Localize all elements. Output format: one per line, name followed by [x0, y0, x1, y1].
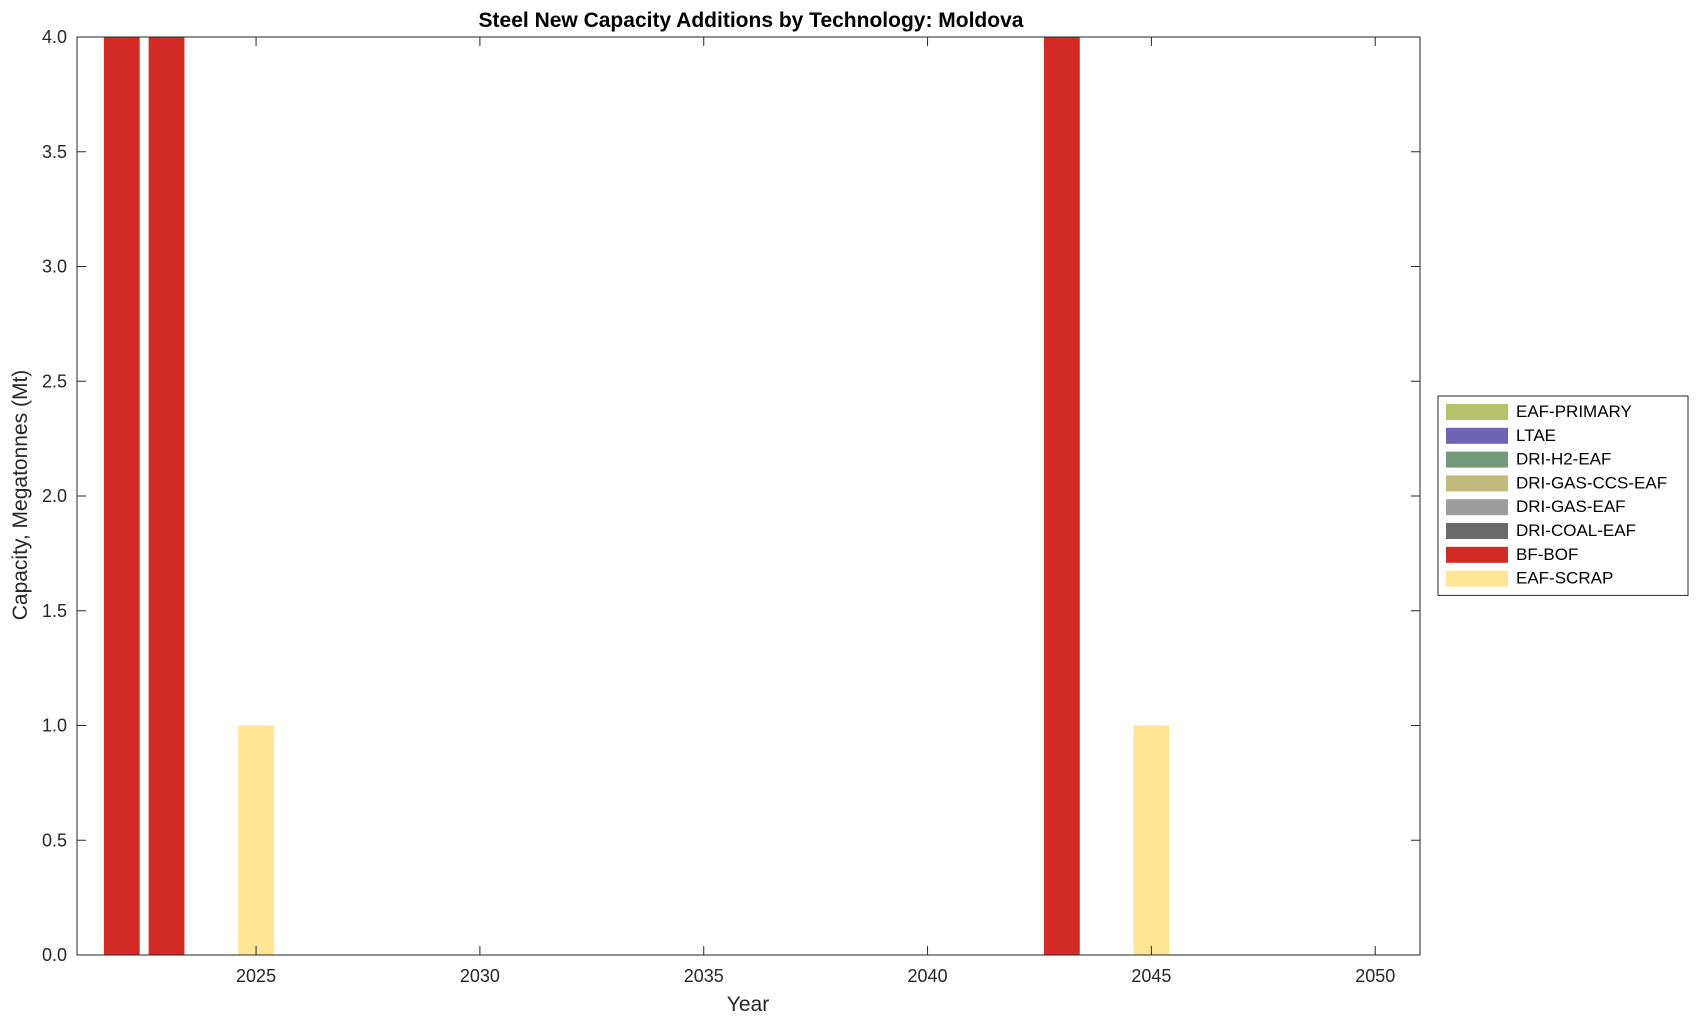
y-axis-label: Capacity, Megatonnes (Mt) [9, 370, 32, 621]
bar-eaf-scrap-2025 [238, 725, 274, 955]
legend-label: DRI-GAS-EAF [1516, 497, 1626, 516]
legend-label: LTAE [1516, 426, 1556, 445]
legend-swatch [1446, 427, 1508, 444]
y-tick-label: 3.0 [42, 257, 67, 277]
plot-area [76, 36, 1421, 956]
y-tick-label: 1.0 [42, 716, 67, 736]
x-tick-label: 2035 [684, 966, 724, 986]
axis-ticks: 2025 2030 2035 2040 2045 2050 0.0 0.5 1.0 1.5 2.0 2… [42, 27, 1420, 986]
x-axis-label: Year [727, 993, 769, 1016]
x-tick-label: 2040 [908, 966, 948, 986]
legend-label: DRI-COAL-EAF [1516, 521, 1636, 540]
y-tick-label: 4.0 [42, 27, 67, 47]
y-tick-label: 0.5 [42, 830, 67, 850]
bar-eaf-scrap-2045 [1133, 725, 1170, 955]
y-tick-label: 2.5 [42, 371, 67, 391]
bar-bf-bof-2023 [148, 37, 185, 955]
bar-bf-bof-2043 [1043, 37, 1080, 955]
bar-bf-bof-2022 [103, 37, 140, 955]
legend-label: DRI-GAS-CCS-EAF [1516, 473, 1667, 492]
x-tick-label: 2050 [1355, 966, 1395, 986]
bars-layer [103, 37, 1170, 955]
legend-swatch [1446, 546, 1508, 563]
legend-swatch [1446, 475, 1508, 492]
legend-swatch [1446, 404, 1508, 420]
x-tick-label: 2045 [1131, 966, 1171, 986]
legend-box [1437, 395, 1689, 596]
x-tick-label: 2025 [236, 966, 276, 986]
legend: EAF-PRIMARY LTAE DRI-H2-EAF DRI-GAS-CCS-EAF… [1437, 395, 1689, 596]
legend-swatch [1446, 451, 1508, 468]
y-tick-label: 2.0 [42, 486, 67, 506]
legend-swatch [1446, 499, 1508, 516]
x-tick-label: 2030 [460, 966, 500, 986]
y-tick-label: 1.5 [42, 601, 67, 621]
legend-swatch [1446, 523, 1508, 539]
chart-title: Steel New Capacity Additions by Technolo… [479, 9, 1024, 32]
legend-label: DRI-H2-EAF [1516, 450, 1611, 469]
legend-label: EAF-SCRAP [1516, 569, 1613, 588]
y-tick-label: 0.0 [42, 945, 67, 965]
legend-label: BF-BOF [1516, 545, 1578, 564]
legend-swatch [1446, 570, 1508, 587]
y-tick-label: 3.5 [42, 142, 67, 162]
legend-label: EAF-PRIMARY [1516, 402, 1632, 421]
